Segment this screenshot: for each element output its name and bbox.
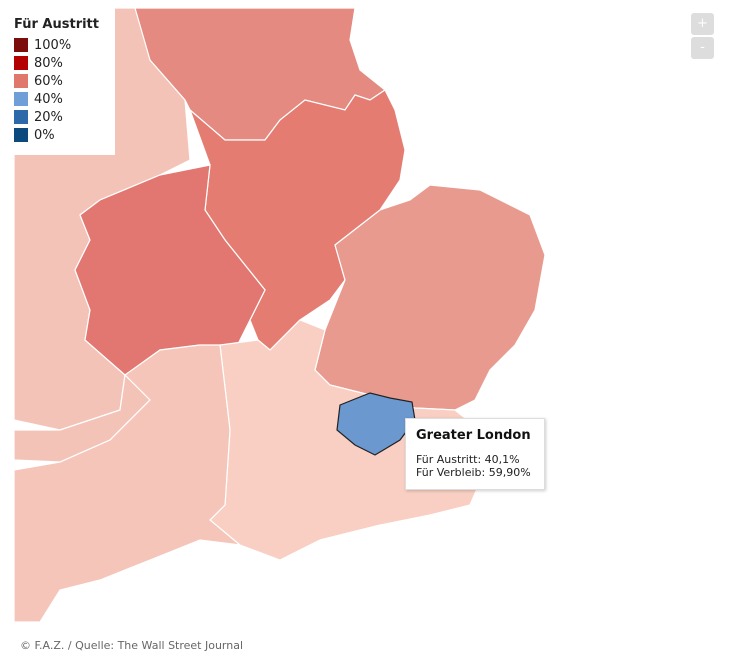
zoom-out-button[interactable]: - (691, 37, 714, 59)
tooltip: Greater London Für Austritt: 40,1% Für V… (405, 418, 545, 490)
zoom-in-button[interactable]: + (691, 13, 714, 35)
legend-swatch (14, 110, 28, 124)
footer: © F.A.Z. / Quelle: The Wall Street Journ… (20, 639, 244, 652)
legend-item: 0% (14, 126, 115, 144)
legend-label: 20% (34, 109, 63, 125)
legend-item: 100% (14, 36, 115, 54)
legend-label: 40% (34, 91, 63, 107)
legend-swatch (14, 38, 28, 52)
legend-item: 80% (14, 54, 115, 72)
tooltip-line: Für Verbleib: 59,90% (416, 466, 531, 479)
legend-title: Für Austritt (14, 17, 99, 32)
legend-label: 0% (34, 127, 55, 143)
legend-swatch (14, 128, 28, 142)
legend-swatch (14, 74, 28, 88)
region-south-west (13, 344, 242, 623)
tooltip-line: Für Austritt: 40,1% (416, 453, 520, 466)
legend-item: 40% (14, 90, 115, 108)
legend-label: 80% (34, 55, 63, 71)
legend-label: 60% (34, 73, 63, 89)
legend-item: 20% (14, 108, 115, 126)
legend-swatch (14, 56, 28, 70)
legend-item: 60% (14, 72, 115, 90)
legend-label: 100% (34, 37, 72, 53)
legend: Für Austritt 100% 80% 60% 40% 20% 0% (14, 8, 115, 155)
tooltip-title: Greater London (416, 428, 531, 443)
legend-swatch (14, 92, 28, 106)
